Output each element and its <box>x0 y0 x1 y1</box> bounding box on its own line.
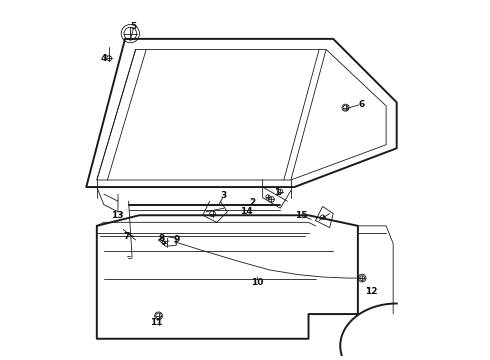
Text: 5: 5 <box>131 22 137 31</box>
Text: 3: 3 <box>220 192 227 201</box>
Text: 8: 8 <box>159 234 165 243</box>
Text: 6: 6 <box>358 100 365 109</box>
Text: 14: 14 <box>241 207 253 216</box>
Text: 4: 4 <box>100 54 107 63</box>
Text: 10: 10 <box>251 278 264 287</box>
Text: 13: 13 <box>111 211 123 220</box>
Text: 11: 11 <box>150 318 162 327</box>
Text: 2: 2 <box>249 198 255 207</box>
Text: 12: 12 <box>365 287 378 296</box>
Text: 1: 1 <box>273 188 280 197</box>
Text: 9: 9 <box>173 235 179 244</box>
Text: 7: 7 <box>123 232 130 241</box>
Text: 15: 15 <box>295 211 308 220</box>
